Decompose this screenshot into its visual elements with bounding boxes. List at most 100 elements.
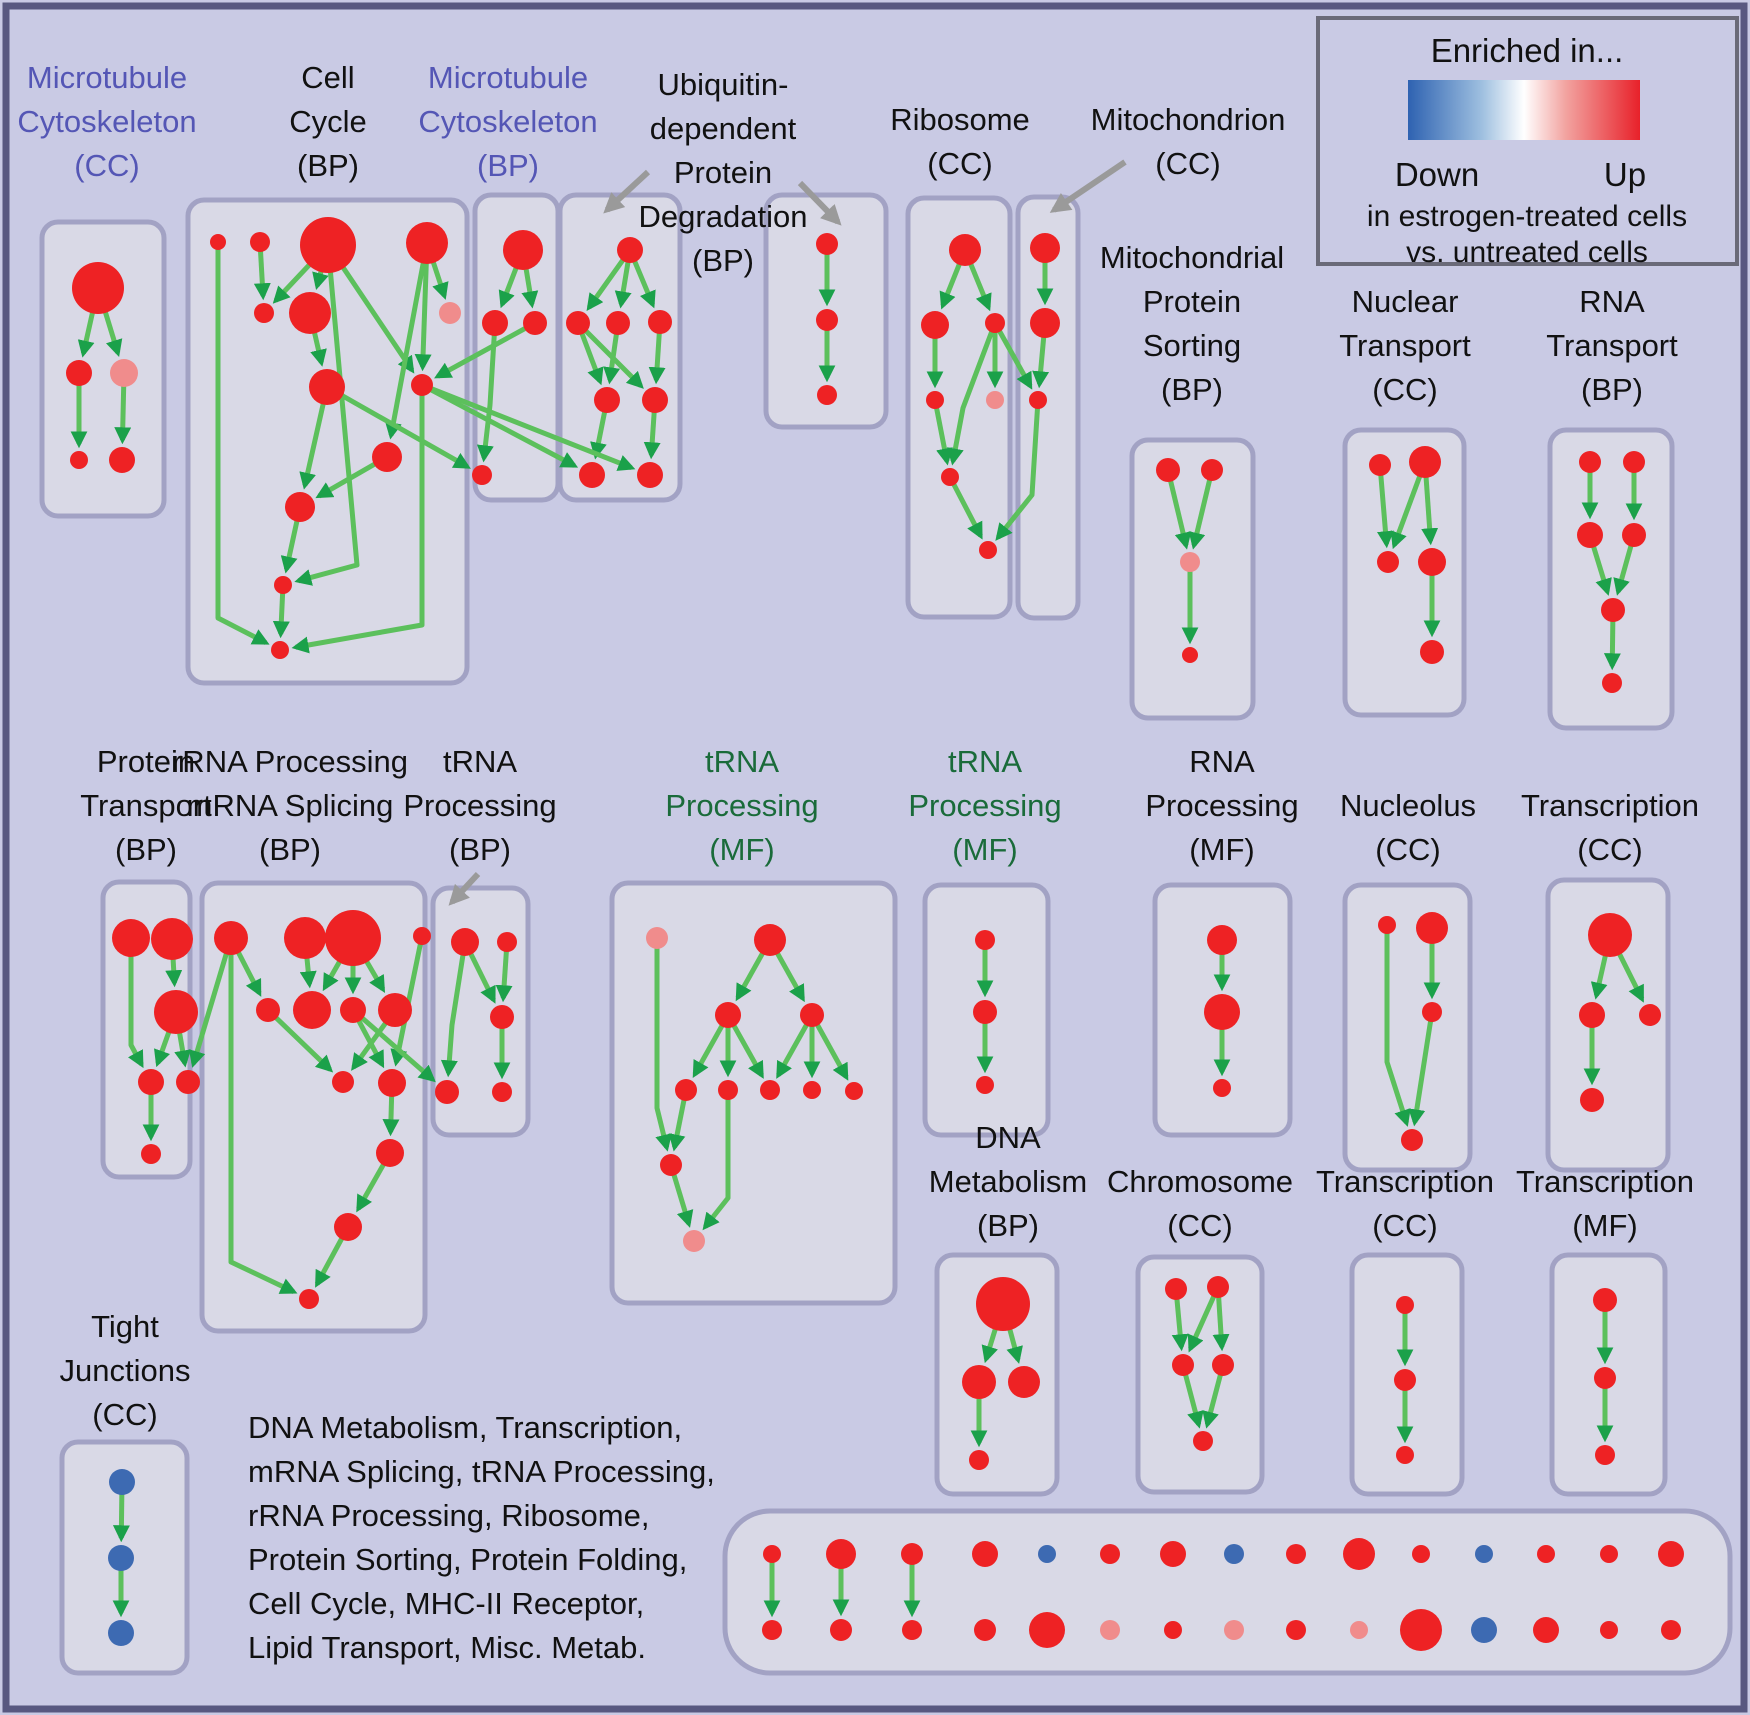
go-term-node-summary-bottom-7 [1164, 1621, 1182, 1639]
go-term-node-prot_tr-p2 [151, 918, 193, 960]
go-term-node-prot_tr-p6 [141, 1144, 161, 1164]
go-term-node-summary-top-11 [1412, 1545, 1430, 1563]
cross-edge-rrna-G-trna_bp-e4 [351, 1008, 436, 1083]
go-term-node-rrna-J [378, 1069, 406, 1097]
label-nuclear-transport: Nuclear Transport (CC) [1339, 284, 1471, 407]
go-term-node-summary-bottom-3 [902, 1620, 922, 1640]
go-term-node-tr_cc_up-t4 [1580, 1088, 1604, 1112]
label-ribosome: Ribosome (CC) [890, 102, 1030, 181]
go-term-node-summary-top-3 [901, 1543, 923, 1565]
label-mitochondrion: Mitochondrion (CC) [1091, 102, 1286, 181]
go-term-node-dna_met-d1 [976, 1277, 1030, 1331]
go-term-node-summary-bottom-1 [762, 1620, 782, 1640]
go-term-node-rrna-E [256, 998, 280, 1022]
cluster-box-tr_cc_up [1545, 877, 1671, 1173]
gray-arrow-ubiquitin-left [603, 169, 651, 214]
go-term-node-trna_mf_big-x2 [718, 1080, 738, 1100]
go-term-node-mt_cc-c [110, 359, 138, 387]
go-term-node-ub1-u6 [579, 462, 605, 488]
edge-trna_mf_big-x2-bo [702, 1090, 731, 1231]
go-term-node-prot_tr-p1 [112, 919, 150, 957]
nodes-layer [66, 217, 1684, 1651]
go-term-node-prot_tr-p4 [138, 1069, 164, 1095]
go-term-node-rrna-M [299, 1289, 319, 1309]
go-term-node-dna_met-d4 [969, 1450, 989, 1470]
edge-nucleolus-o1-o4 [1384, 925, 1411, 1127]
cross-edge-cell_cycle-n8-mt_bp-bt [325, 384, 471, 469]
go-term-node-trna_mf_big-mL [715, 1002, 741, 1028]
label-trna-processing-mf-1: tRNA Processing (MF) [665, 744, 818, 867]
go-term-node-cell_cycle-n4 [406, 222, 448, 264]
go-term-node-nucleolus-o4 [1401, 1129, 1423, 1151]
go-term-node-ub1-u2 [606, 311, 630, 335]
go-term-node-dna_met-d3 [1008, 1366, 1040, 1398]
go-term-node-chromo-k1 [1165, 1278, 1187, 1300]
go-term-node-trna_mf_sm-v1 [975, 930, 995, 950]
edge-ribosome-r4-r6 [932, 399, 953, 466]
label-rna-processing-mf: RNA Processing (MF) [1145, 744, 1298, 867]
go-term-node-summary-bottom-6 [1100, 1620, 1120, 1640]
go-term-node-mito-g1 [1030, 233, 1060, 263]
edge-cell_cycle-n3-n12 [294, 244, 360, 586]
go-term-node-summary-top-10 [1343, 1538, 1375, 1570]
go-term-node-ribosome-r5 [986, 391, 1004, 409]
cluster-box-misc-summary [722, 1508, 1733, 1676]
go-term-node-nuc_tr-h3 [1377, 551, 1399, 573]
go-term-node-ub1-u7 [637, 462, 663, 488]
label-misc-clusters: DNA Metabolism, Transcription, mRNA Splic… [248, 1410, 715, 1665]
go-term-node-ribosome-r6 [941, 468, 959, 486]
go-term-node-cell_cycle-n6 [289, 292, 331, 334]
edge-mps-s1-s3 [1165, 469, 1192, 550]
legend: Enriched in... Down Up in estrogen-treated … [1316, 16, 1739, 269]
go-term-node-nucleolus-o2 [1416, 912, 1448, 944]
gray-arrow-ubiquitin-right [797, 180, 842, 226]
go-term-node-trna_mf_big-P [646, 927, 668, 949]
go-term-node-summary-bottom-8 [1224, 1620, 1244, 1640]
cross-edge-ribosome-r3-mito-g3 [992, 321, 1033, 390]
edge-nucleolus-o3-o4 [1408, 1011, 1435, 1127]
go-term-node-cell_cycle-n5 [254, 303, 274, 323]
go-term-node-rrna-H [378, 993, 412, 1027]
go-term-node-summary-top-6 [1100, 1544, 1120, 1564]
go-term-node-rrna-D [413, 927, 431, 945]
cross-edge-cell_cycle-n9-ub1-u6 [420, 382, 579, 468]
go-term-node-summary-bottom-13 [1533, 1617, 1559, 1643]
gray-arrow-mitochondrion [1049, 159, 1127, 213]
go-term-node-summary-bottom-4 [974, 1619, 996, 1641]
go-term-node-rrna-I [332, 1071, 354, 1093]
go-term-node-rna_tr-z1 [1579, 451, 1601, 473]
cross-edge-cell_cycle-n9-ub1-u7 [421, 382, 636, 471]
go-term-node-trna_bp-e1 [451, 928, 479, 956]
go-term-node-cell_cycle-n10 [372, 442, 402, 472]
go-term-node-tr_mf_low-f1 [1593, 1288, 1617, 1312]
go-term-node-summary-top-1 [763, 1545, 781, 1563]
go-term-node-ub2-q1 [816, 233, 838, 255]
go-term-node-cell_cycle-n1 [210, 234, 226, 250]
go-term-node-rnap_mf-w3 [1213, 1079, 1231, 1097]
go-term-node-trna_mf_big-T [754, 924, 786, 956]
legend-up-label: Up [1604, 156, 1646, 193]
go-term-node-mt_bp-m2 [523, 311, 547, 335]
go-term-node-rrna-F [293, 991, 331, 1029]
edge-cell_cycle-n1-n13 [215, 242, 270, 645]
go-term-node-summary-top-7 [1160, 1541, 1186, 1567]
cluster-box-chromo [1135, 1254, 1265, 1495]
go-term-node-trna_mf_sm-v2 [973, 1000, 997, 1024]
go-term-node-summary-top-13 [1537, 1545, 1555, 1563]
label-rrna-processing-mrna-splicing: rRNA Processing mRNA Splicing (BP) [172, 744, 408, 867]
legend-subline-1: in estrogen-treated cells [1367, 200, 1687, 233]
go-term-node-summary-top-8 [1224, 1544, 1244, 1564]
label-microtubule-cc: Microtubule Cytoskeleton (CC) [17, 60, 196, 183]
cross-edge-mt_bp-m2-cell_cycle-n9 [434, 320, 537, 379]
label-tight-junctions: Tight Junctions (CC) [60, 1309, 191, 1432]
go-term-node-ribosome-r7 [979, 541, 997, 559]
go-term-node-rnap_mf-w1 [1207, 925, 1237, 955]
go-term-node-cell_cycle-n7 [439, 302, 461, 324]
edge-nuc_tr-h1-h3 [1377, 464, 1394, 549]
go-term-node-rrna-A [214, 921, 248, 955]
edge-ribosome-r3-r6 [946, 322, 998, 466]
label-trna-processing-mf-2: tRNA Processing (MF) [908, 744, 1061, 867]
go-term-node-tr_mf_low-f2 [1594, 1367, 1616, 1389]
